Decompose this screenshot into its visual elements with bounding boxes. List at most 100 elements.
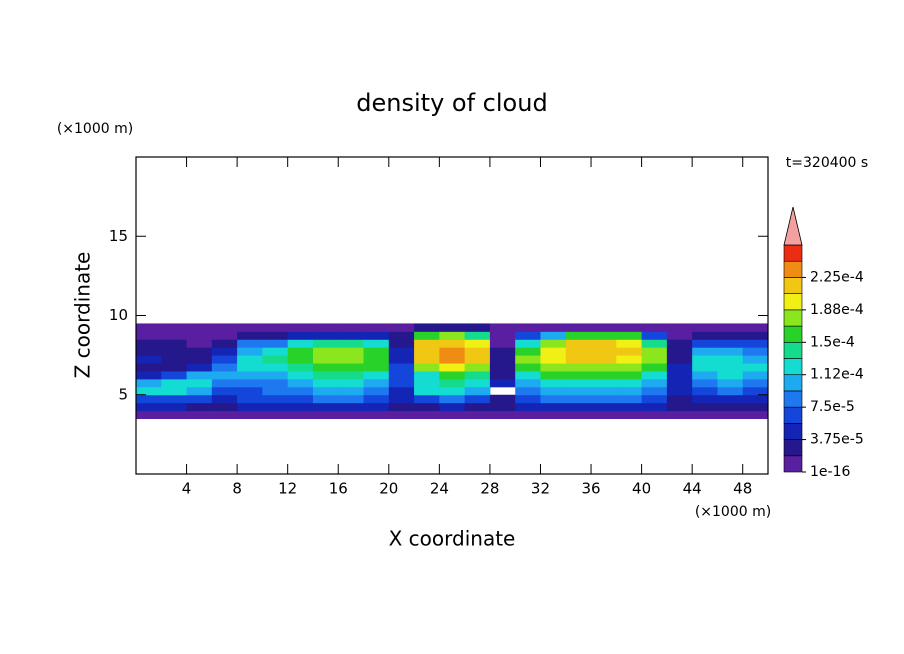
contour-cell [742, 394, 769, 404]
contour-cell [464, 410, 491, 420]
contour-cell [565, 347, 592, 356]
contour-cell [388, 410, 415, 420]
contour-cell [363, 363, 390, 372]
contour-cell [666, 339, 693, 348]
contour-cell [641, 323, 668, 332]
contour-cell [186, 363, 213, 372]
contour-cell [136, 355, 162, 364]
contour-cell [540, 339, 567, 348]
colorbar-tick-label: 1.5e-4 [810, 334, 855, 350]
contour-cell [414, 402, 440, 412]
contour-cell [136, 386, 162, 396]
x-tick-label: 32 [531, 480, 550, 498]
contour-cell [742, 363, 769, 372]
colorbar-band [783, 341, 803, 359]
y-unit: (×1000 m) [57, 121, 133, 137]
contour-cell [464, 355, 491, 364]
contour-cell [338, 394, 365, 404]
contour-cell [489, 363, 516, 372]
contour-cell [616, 386, 643, 396]
colorbar-tick-label: 1.88e-4 [810, 302, 864, 318]
contour-cell [338, 347, 365, 356]
contour-cell [414, 370, 440, 380]
contour-cell [388, 394, 415, 404]
x-tick-label: 16 [329, 480, 348, 498]
contour-cell [414, 355, 440, 364]
contour-cell [717, 355, 744, 364]
contour-cell [692, 410, 718, 420]
contour-cell [414, 363, 440, 372]
contour-cell [515, 331, 541, 340]
contour-cell [666, 402, 693, 412]
contour-cell [414, 323, 440, 332]
x-tick-label: 8 [232, 480, 242, 498]
contour-cell [692, 363, 718, 372]
contour-cell [211, 378, 238, 388]
contour-cell [616, 378, 643, 388]
contour-cell [692, 394, 718, 404]
y-tick-label: 10 [109, 306, 128, 324]
contour-cell [186, 402, 213, 412]
contour-cell [211, 386, 238, 396]
contour-cell [338, 331, 365, 340]
contour-cell [692, 331, 718, 340]
contour-cell [565, 363, 592, 372]
contour-cell [211, 410, 238, 420]
contour-cell [312, 378, 339, 388]
y-tick-label: 5 [118, 385, 128, 403]
contour-cell [641, 394, 668, 404]
contour-cell [312, 355, 339, 364]
contour-cell [641, 331, 668, 340]
contour-cell [312, 410, 339, 420]
contour-cell [666, 394, 693, 404]
contour-cell [312, 347, 339, 356]
contour-cell [388, 363, 415, 372]
contour-cell [186, 355, 213, 364]
contour-cell [717, 323, 744, 332]
contour-cell [237, 386, 263, 396]
x-tick-label: 4 [182, 480, 192, 498]
contour-cell [414, 386, 440, 396]
colorbar-band [783, 244, 803, 262]
contour-cell [641, 402, 668, 412]
y-tick-label: 15 [109, 227, 128, 245]
contour-cell [717, 339, 744, 348]
contour-cell [464, 402, 491, 412]
contour-cell [717, 378, 744, 388]
contour-cell [742, 402, 769, 412]
contour-cell [363, 394, 390, 404]
contour-cell [136, 370, 162, 380]
contour-cell [742, 378, 769, 388]
contour-cell [211, 402, 238, 412]
x-tick-label: 28 [480, 480, 499, 498]
x-axis-label: X coordinate [389, 527, 516, 551]
contour-cell [136, 331, 162, 340]
contour-cell [666, 378, 693, 388]
contour-cell [591, 331, 617, 340]
contour-cell [287, 386, 314, 396]
contour-cell [439, 394, 466, 404]
contour-cell [489, 410, 516, 420]
contour-cell [439, 347, 466, 356]
contour-cell [287, 355, 314, 364]
contour-cell [287, 378, 314, 388]
contour-cell [211, 331, 238, 340]
contour-cell [489, 347, 516, 356]
contour-cell [591, 347, 617, 356]
contour-cell [565, 323, 592, 332]
colorbar-tick-label: 7.5e-5 [810, 399, 855, 415]
contour-cell [186, 339, 213, 348]
contour-cell [641, 363, 668, 372]
contour-cell [464, 386, 491, 396]
x-tick-label: 12 [278, 480, 297, 498]
contour-cell [312, 370, 339, 380]
contour-cell [414, 378, 440, 388]
contour-cell [161, 410, 188, 420]
contour-cell [338, 363, 365, 372]
contour-cell [616, 402, 643, 412]
contour-cell [237, 355, 263, 364]
contour-cell [363, 378, 390, 388]
x-tick-label: 40 [632, 480, 651, 498]
contour-cell [565, 331, 592, 340]
contour-cell [312, 363, 339, 372]
